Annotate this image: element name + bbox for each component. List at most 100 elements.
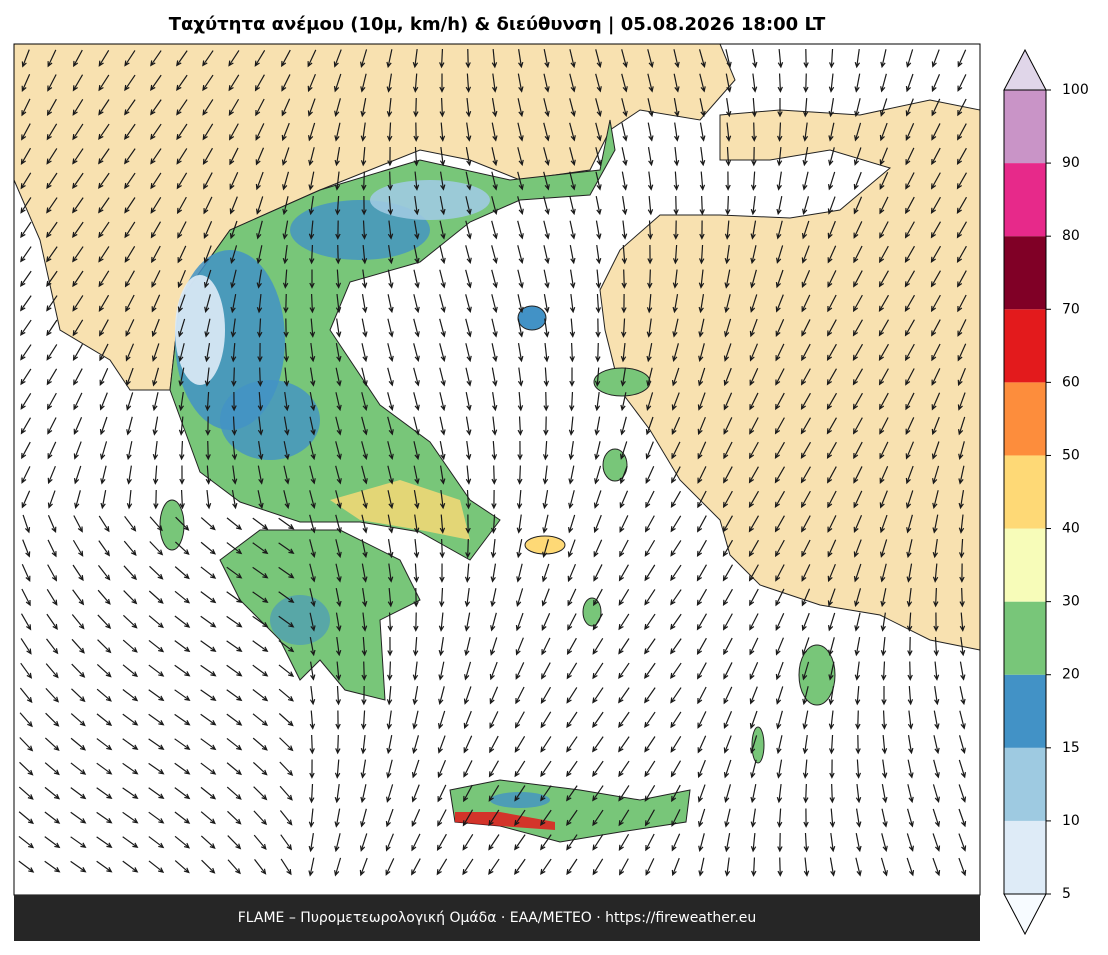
wind-arrow bbox=[801, 319, 811, 337]
wind-arrow bbox=[283, 416, 290, 436]
wind-arrow bbox=[226, 689, 243, 702]
wind-arrow bbox=[595, 269, 602, 289]
wind-arrow bbox=[228, 74, 240, 92]
wind-arrow bbox=[412, 686, 419, 706]
wind-arrow bbox=[20, 393, 32, 410]
wind-arrow bbox=[308, 857, 315, 877]
wind-arrow bbox=[803, 808, 809, 828]
wind-arrow bbox=[413, 612, 419, 632]
wind-arrow bbox=[21, 49, 30, 68]
wind-arrow bbox=[671, 833, 681, 852]
wind-arrow bbox=[619, 858, 629, 876]
wind-arrow bbox=[281, 147, 290, 166]
wind-arrow bbox=[618, 736, 630, 753]
wind-arrow bbox=[544, 318, 550, 338]
wind-arrow bbox=[802, 686, 809, 706]
wind-arrow bbox=[672, 318, 679, 338]
wind-arrow bbox=[309, 783, 315, 804]
wind-arrow bbox=[905, 392, 915, 411]
wind-arrow bbox=[122, 664, 139, 678]
wind-arrow bbox=[959, 710, 966, 730]
wind-arrow bbox=[465, 245, 472, 265]
wind-arrow bbox=[517, 147, 524, 167]
wind-arrow bbox=[278, 640, 295, 653]
wind-arrow bbox=[749, 588, 759, 607]
wind-arrow bbox=[19, 687, 33, 704]
wind-arrow bbox=[644, 638, 656, 655]
wind-arrow bbox=[200, 566, 217, 579]
wind-arrow bbox=[439, 97, 445, 118]
wind-arrow bbox=[149, 565, 164, 580]
wind-arrow bbox=[907, 759, 914, 779]
wind-arrow bbox=[930, 221, 942, 239]
wind-arrow bbox=[176, 172, 188, 190]
wind-arrow bbox=[204, 318, 211, 338]
wind-arrow bbox=[959, 587, 965, 608]
wind-arrow bbox=[543, 342, 550, 363]
wind-arrow bbox=[438, 686, 445, 706]
wind-arrow bbox=[595, 147, 602, 167]
wind-arrow bbox=[854, 661, 861, 681]
wind-arrow bbox=[413, 171, 420, 191]
wind-arrow bbox=[595, 73, 602, 93]
wind-arrow bbox=[750, 832, 757, 853]
wind-arrow bbox=[931, 368, 941, 386]
wind-arrow bbox=[465, 48, 471, 69]
wind-arrow bbox=[829, 808, 836, 828]
wind-arrow bbox=[829, 48, 835, 69]
wind-arrow bbox=[413, 294, 420, 314]
wind-arrow bbox=[45, 712, 60, 727]
wind-arrow bbox=[335, 734, 341, 755]
wind-arrow bbox=[594, 367, 601, 387]
wind-arrow bbox=[99, 319, 109, 337]
wind-arrow bbox=[148, 787, 165, 800]
wind-arrow bbox=[230, 269, 237, 289]
wind-arrow bbox=[98, 74, 110, 92]
wind-arrow bbox=[148, 738, 165, 750]
wind-arrow bbox=[801, 612, 810, 632]
wind-arrow bbox=[957, 294, 967, 313]
wind-arrow bbox=[464, 563, 471, 583]
wind-arrow bbox=[647, 98, 654, 118]
wind-arrow bbox=[725, 73, 732, 93]
wind-arrow bbox=[334, 857, 342, 877]
colorbar-extend-under bbox=[1003, 893, 1047, 936]
wind-arrow bbox=[673, 171, 680, 191]
wind-arrow bbox=[46, 319, 58, 337]
wind-arrow bbox=[150, 221, 162, 239]
wind-arrow bbox=[932, 563, 939, 583]
wind-arrow bbox=[491, 147, 498, 167]
wind-arrow bbox=[854, 685, 861, 706]
wind-arrow bbox=[334, 833, 341, 853]
wind-arrow bbox=[826, 417, 837, 435]
wind-arrow bbox=[72, 148, 84, 165]
wind-arrow bbox=[723, 662, 733, 680]
wind-arrow bbox=[20, 417, 32, 435]
wind-arrow bbox=[566, 637, 577, 656]
wind-arrow bbox=[647, 220, 653, 240]
wind-arrow bbox=[567, 613, 577, 631]
wind-arrow bbox=[255, 98, 265, 117]
wind-arrow bbox=[148, 689, 165, 702]
wind-arrow bbox=[256, 293, 263, 314]
wind-arrow bbox=[335, 269, 342, 289]
wind-arrow bbox=[853, 466, 863, 484]
wind-arrow bbox=[647, 244, 653, 265]
wind-arrow bbox=[723, 637, 733, 656]
wind-arrow bbox=[800, 490, 811, 509]
wind-arrow bbox=[47, 465, 56, 485]
wind-arrow bbox=[176, 99, 188, 116]
wind-arrow bbox=[673, 220, 679, 240]
wind-arrow bbox=[646, 367, 653, 387]
wind-arrow bbox=[644, 662, 656, 680]
wind-arrow bbox=[385, 808, 394, 828]
wind-arrow bbox=[748, 466, 759, 484]
wind-arrow bbox=[46, 368, 58, 386]
wind-arrow bbox=[125, 343, 135, 362]
wind-arrow bbox=[335, 220, 341, 240]
wind-arrow bbox=[956, 221, 967, 239]
wind-arrow bbox=[566, 834, 578, 851]
wind-arrow bbox=[437, 710, 446, 730]
wind-arrow bbox=[175, 516, 190, 531]
wind-arrow bbox=[230, 294, 237, 314]
